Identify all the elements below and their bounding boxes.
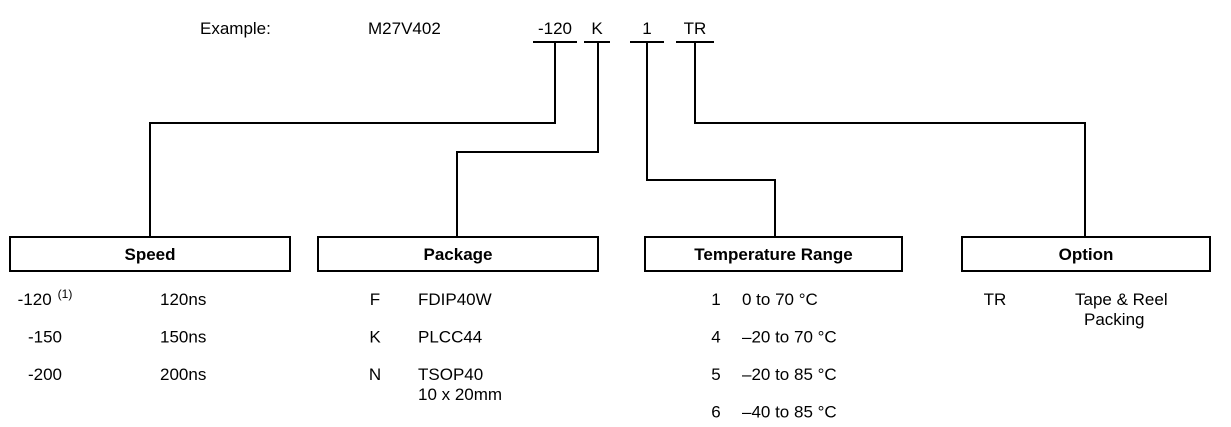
row-code: -150 (28, 328, 62, 347)
connector (694, 42, 1086, 237)
group-header-box (961, 236, 1211, 272)
example-label: Example: (200, 19, 271, 38)
row-desc: 10 x 20mm (418, 385, 502, 404)
group-title: Option (1059, 245, 1114, 264)
row-desc: TSOP40 (418, 365, 483, 384)
row-desc: 0 to 70 °C (742, 290, 818, 309)
code-text: F (370, 290, 380, 309)
row-code: -120 (1) (18, 287, 73, 309)
group-header-box (9, 236, 291, 272)
group-header-box (317, 236, 599, 272)
code-text: 4 (711, 328, 720, 347)
footnote-ref: (1) (58, 287, 73, 301)
connector (456, 42, 599, 237)
group-header-box (644, 236, 903, 272)
connector (646, 42, 776, 237)
code-text: 5 (711, 365, 720, 384)
row-desc: 150ns (160, 328, 206, 347)
row-code: TR (984, 290, 1007, 309)
group-title: Temperature Range (694, 245, 852, 264)
group-title: Speed (124, 245, 175, 264)
code-text: -150 (28, 328, 62, 347)
row-code: 4 (711, 328, 720, 347)
row-code: 5 (711, 365, 720, 384)
row-code: 6 (711, 403, 720, 422)
row-desc: FDIP40W (418, 290, 492, 309)
code-text: -200 (28, 365, 62, 384)
part-number: M27V402 (368, 19, 441, 38)
code-text: K (369, 328, 381, 347)
row-desc: Packing (1084, 310, 1144, 329)
group-title: Package (424, 245, 493, 264)
row-code: -200 (28, 365, 62, 384)
row-desc: Tape & Reel (1075, 290, 1168, 309)
code-text: -120 (18, 290, 52, 309)
code-text: 6 (711, 403, 720, 422)
row-code: F (370, 290, 380, 309)
field-code: K (591, 19, 603, 38)
row-code: 1 (711, 290, 720, 309)
code-text: 1 (711, 290, 720, 309)
row-desc: 200ns (160, 365, 206, 384)
row-desc: –20 to 70 °C (742, 328, 837, 347)
code-text: TR (984, 290, 1007, 309)
field-code: -120 (538, 19, 572, 38)
connector (149, 42, 556, 237)
row-desc: PLCC44 (418, 328, 482, 347)
field-code: 1 (642, 19, 651, 38)
row-desc: 120ns (160, 290, 206, 309)
row-code: K (369, 328, 381, 347)
row-desc: –20 to 85 °C (742, 365, 837, 384)
row-code: N (369, 365, 381, 384)
row-desc: –40 to 85 °C (742, 403, 837, 422)
code-text: N (369, 365, 381, 384)
field-code: TR (684, 19, 707, 38)
